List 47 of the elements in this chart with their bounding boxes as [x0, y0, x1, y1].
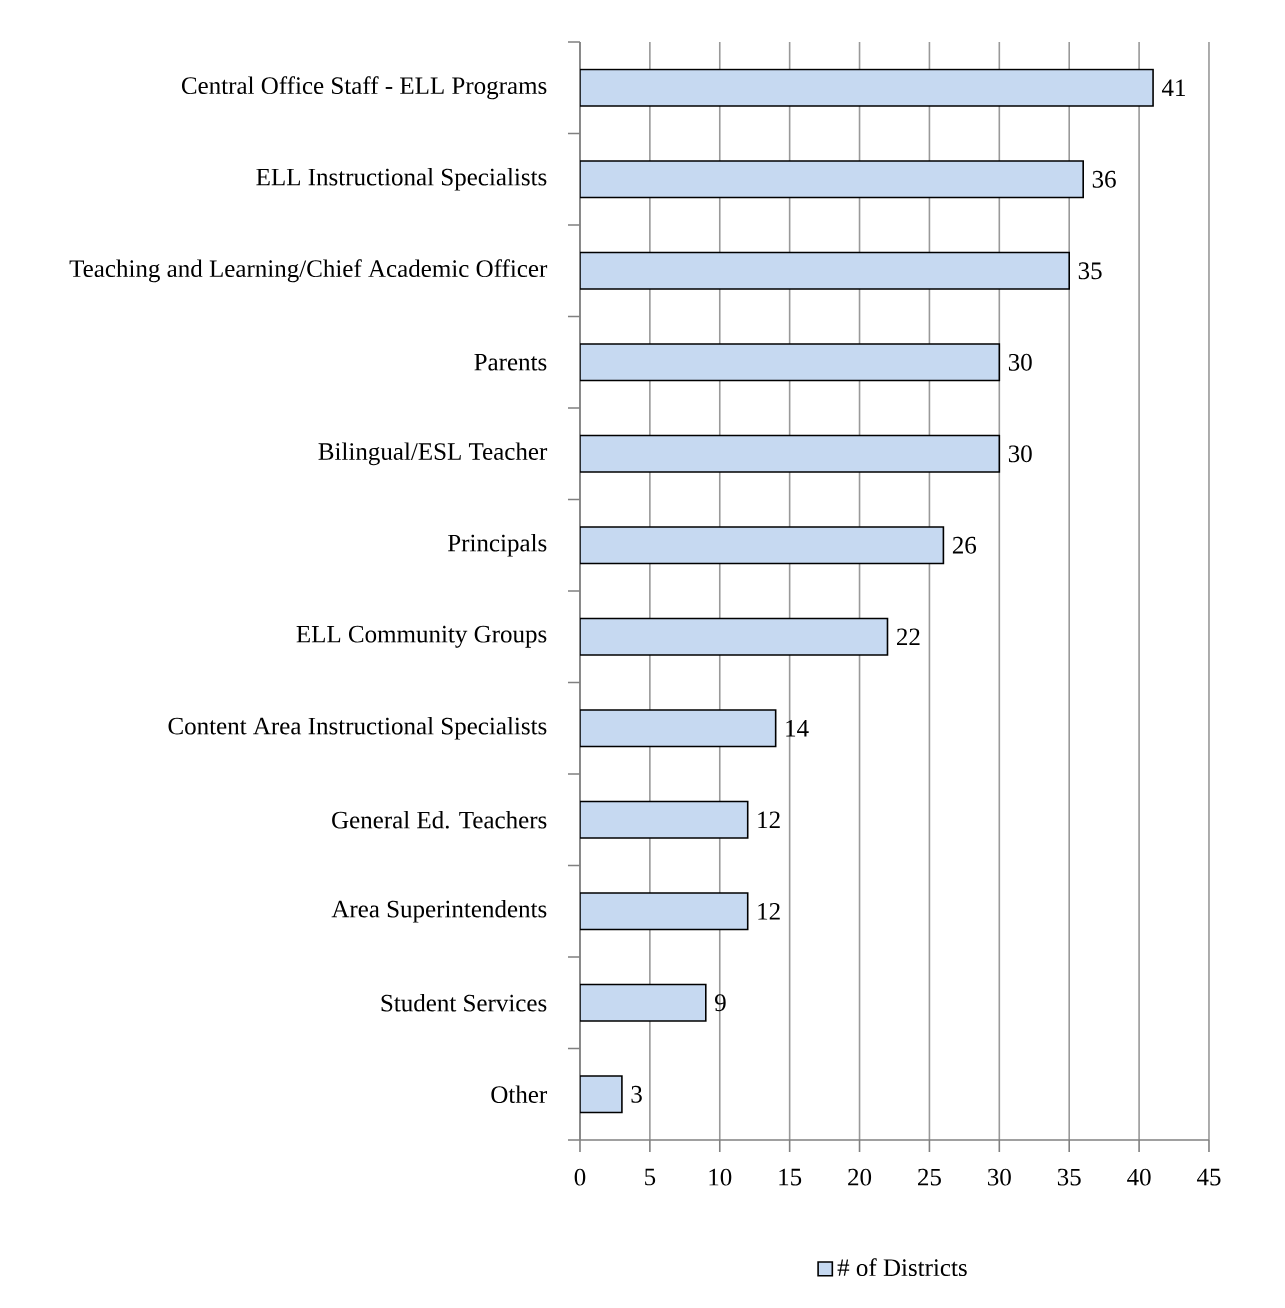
y-tick-label: Principals: [447, 533, 547, 557]
data-label: 41: [1161, 79, 1185, 97]
x-tick-label: 15: [779, 1168, 802, 1186]
y-tick-label: Student Services: [381, 993, 547, 1012]
data-label: 12: [758, 902, 780, 920]
bar: [579, 343, 1001, 382]
x-tick-label: 35: [1057, 1168, 1081, 1186]
data-label: 9: [715, 994, 726, 1012]
y-tick-label: Teaching and Learning/Chief Academic Officer: [69, 259, 548, 283]
legend-label: # of Districts: [837, 1258, 967, 1277]
y-tick-label: Area Superintendents: [331, 899, 547, 923]
data-label: 30: [1008, 445, 1032, 463]
bar: [579, 892, 749, 931]
data-label: 26: [952, 536, 977, 554]
bar: [579, 251, 1071, 290]
bar: [579, 160, 1084, 199]
bar: [579, 709, 777, 748]
y-tick-label: Parents: [474, 353, 547, 371]
x-tick-label: 25: [918, 1168, 941, 1186]
data-label: 35: [1078, 262, 1102, 280]
x-tick-label: 30: [988, 1168, 1011, 1186]
data-label: 22: [896, 628, 920, 646]
bar: [579, 983, 707, 1022]
bar: [579, 434, 1001, 473]
x-tick-label: 10: [709, 1168, 732, 1186]
data-label: 3: [631, 1085, 642, 1103]
bar: [579, 800, 749, 839]
data-label: 12: [758, 811, 780, 829]
x-tick-label: 0: [574, 1168, 586, 1186]
data-label: 36: [1092, 170, 1116, 188]
y-tick-label: Content Area Instructional Specialists: [168, 716, 547, 740]
x-tick-label: 40: [1127, 1168, 1151, 1186]
x-tick-label: 45: [1196, 1168, 1221, 1186]
bar: [579, 617, 889, 656]
x-tick-label: 5: [645, 1168, 656, 1186]
y-tick-label: ELL Instructional Specialists: [256, 167, 547, 191]
data-label: 30: [1008, 353, 1032, 371]
y-tick-label: ELL Community Groups: [296, 625, 547, 648]
y-tick-label: Bilingual/ESL Teacher: [318, 442, 548, 466]
x-tick-label: 20: [848, 1168, 872, 1186]
y-tick-label: Other: [491, 1085, 548, 1104]
y-tick-label: Central Office Staff - ELL Programs: [181, 76, 547, 100]
data-label: 14: [786, 720, 809, 737]
bar: [579, 526, 945, 565]
bar: [579, 1075, 623, 1114]
bar: [579, 68, 1154, 107]
y-tick-label: General Ed. Teachers: [332, 810, 547, 829]
